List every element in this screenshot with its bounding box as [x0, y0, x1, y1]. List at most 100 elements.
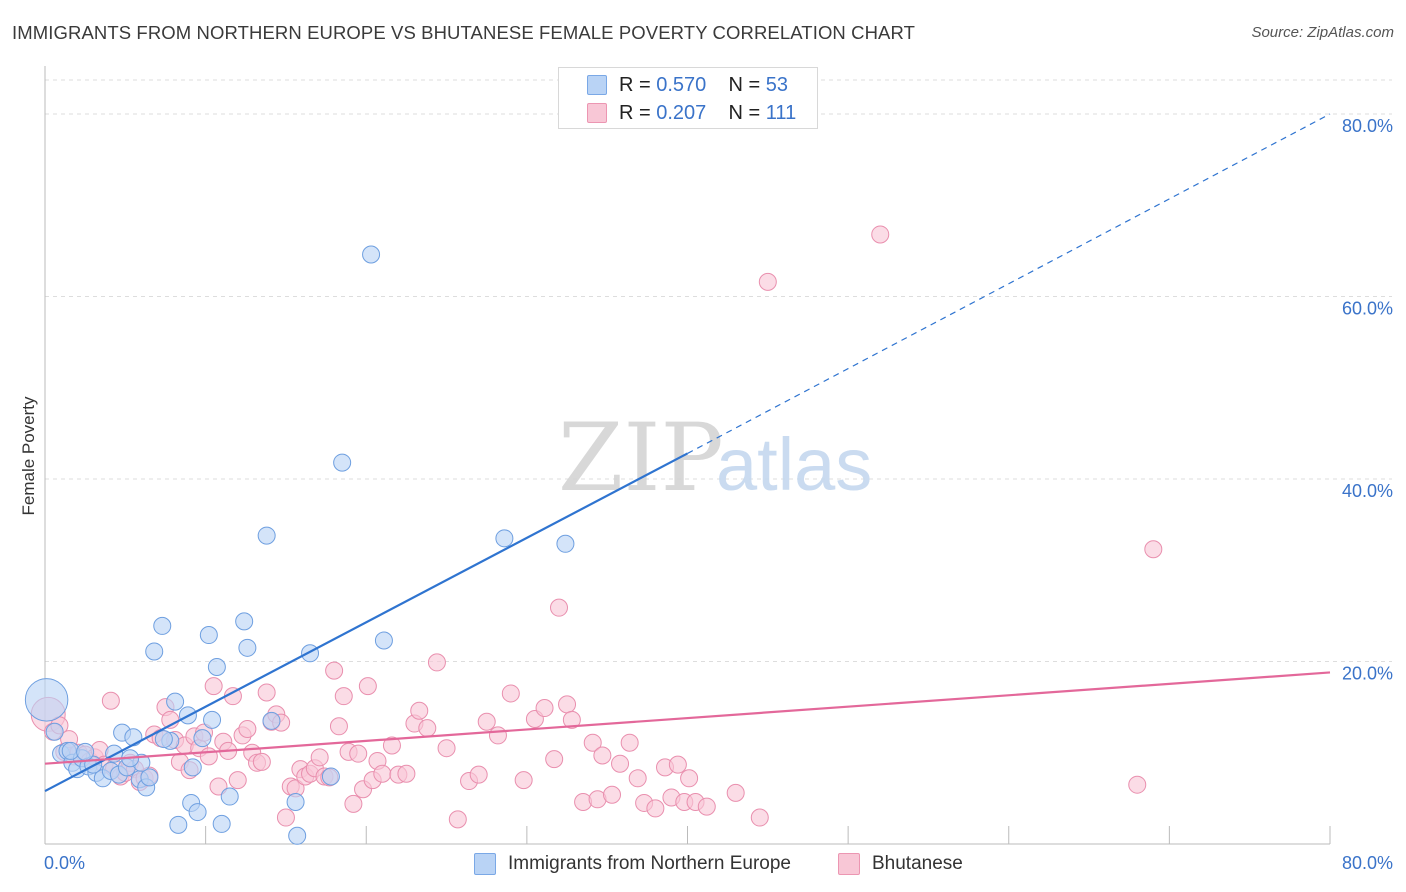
data-point [276, 808, 295, 827]
data-point [252, 752, 271, 771]
data-point [514, 771, 533, 790]
data-point [334, 687, 353, 706]
series-swatch-pink [838, 853, 860, 875]
data-point [24, 678, 69, 722]
trend-lines [44, 113, 1331, 793]
data-point [45, 722, 64, 741]
legend-swatch-pink [587, 103, 607, 123]
y-axis-label: Female Poverty [19, 396, 38, 516]
chart-title: IMMIGRANTS FROM NORTHERN EUROPE VS BHUTA… [12, 22, 916, 43]
data-point [1144, 540, 1163, 559]
data-point [495, 529, 514, 548]
data-point [382, 736, 401, 755]
data-point [154, 730, 173, 749]
data-point [228, 771, 247, 790]
data-point [750, 808, 769, 827]
data-point [611, 754, 630, 773]
data-point [153, 616, 172, 635]
data-point [628, 769, 647, 788]
series-name-northern-europe: Immigrants from Northern Europe [508, 853, 791, 874]
data-point [593, 746, 612, 765]
watermark-atlas: atlas [716, 423, 872, 506]
data-point [344, 794, 363, 813]
y-tick-label: 80.0% [1342, 116, 1393, 136]
data-point [238, 638, 257, 657]
y-tick-label: 40.0% [1342, 481, 1393, 501]
data-point [140, 768, 159, 787]
data-point [325, 661, 344, 680]
data-point [212, 814, 231, 833]
data-point [620, 733, 639, 752]
legend-n-value-blue: 53 [765, 73, 789, 96]
legend-n-label: N = [728, 101, 761, 124]
data-point [262, 711, 281, 730]
data-point [301, 644, 320, 663]
data-point [310, 748, 329, 767]
stats-legend: R = 0.570 N = 53 R = 0.207 N = 111 [558, 67, 818, 129]
data-point [286, 793, 305, 812]
data-point [583, 733, 602, 752]
data-point [203, 710, 222, 729]
data-point [646, 799, 665, 818]
x-tick-label: 80.0% [1342, 853, 1393, 873]
data-point [238, 720, 257, 739]
trend-line-bhutanese [44, 671, 1331, 765]
data-point [188, 803, 207, 822]
northern-europe-points [24, 245, 575, 845]
legend-r-value-pink: 0.207 [656, 101, 707, 124]
data-point [469, 765, 488, 784]
data-point [288, 826, 307, 845]
data-point [603, 785, 622, 804]
data-point [871, 225, 890, 244]
data-point [668, 755, 687, 774]
series-name-bhutanese: Bhutanese [872, 853, 963, 874]
axis-layer: 20.0% 40.0% 60.0% 80.0% 0.0% 80.0% [44, 66, 1393, 873]
data-point [169, 815, 188, 834]
data-point [199, 747, 218, 766]
series-swatch-blue [474, 853, 496, 875]
data-point [257, 526, 276, 545]
data-point [374, 631, 393, 650]
data-point [418, 719, 437, 738]
trend-line-northern-europe-extension [687, 113, 1331, 454]
data-point [76, 742, 95, 761]
data-point [437, 739, 456, 758]
data-point [124, 728, 143, 747]
data-point [410, 701, 429, 720]
data-point [427, 653, 446, 672]
legend-r-value-blue: 0.570 [656, 73, 707, 96]
data-point [166, 692, 185, 711]
watermark: ZIP atlas [558, 404, 872, 513]
watermark-zip: ZIP [558, 404, 724, 513]
legend-r-label: R = [619, 73, 651, 96]
data-point [257, 683, 276, 702]
data-point [358, 677, 377, 696]
legend-n-value-pink: 111 [765, 101, 797, 124]
data-point [488, 726, 507, 745]
data-point [697, 797, 716, 816]
data-point [558, 695, 577, 714]
data-point [209, 777, 228, 796]
data-point [1128, 775, 1147, 794]
series-legend-northern-europe[interactable]: Immigrants from Northern Europe [474, 850, 791, 878]
data-point [501, 684, 520, 703]
data-point [545, 750, 564, 769]
data-point [680, 769, 699, 788]
data-point [235, 612, 254, 631]
data-point [373, 764, 392, 783]
data-point [145, 642, 164, 661]
y-tick-label: 60.0% [1342, 299, 1393, 319]
data-point [362, 245, 381, 264]
grid-layer [45, 79, 1392, 662]
data-point [758, 272, 777, 291]
data-point [183, 758, 202, 777]
data-point [726, 783, 745, 802]
data-point [199, 626, 218, 645]
data-point [333, 453, 352, 472]
data-point [448, 810, 467, 829]
data-point [220, 787, 239, 806]
data-point [349, 744, 368, 763]
series-legend-bhutanese[interactable]: Bhutanese [838, 850, 963, 878]
x-tick-label: 0.0% [44, 853, 85, 873]
legend-n-label: N = [728, 73, 761, 96]
